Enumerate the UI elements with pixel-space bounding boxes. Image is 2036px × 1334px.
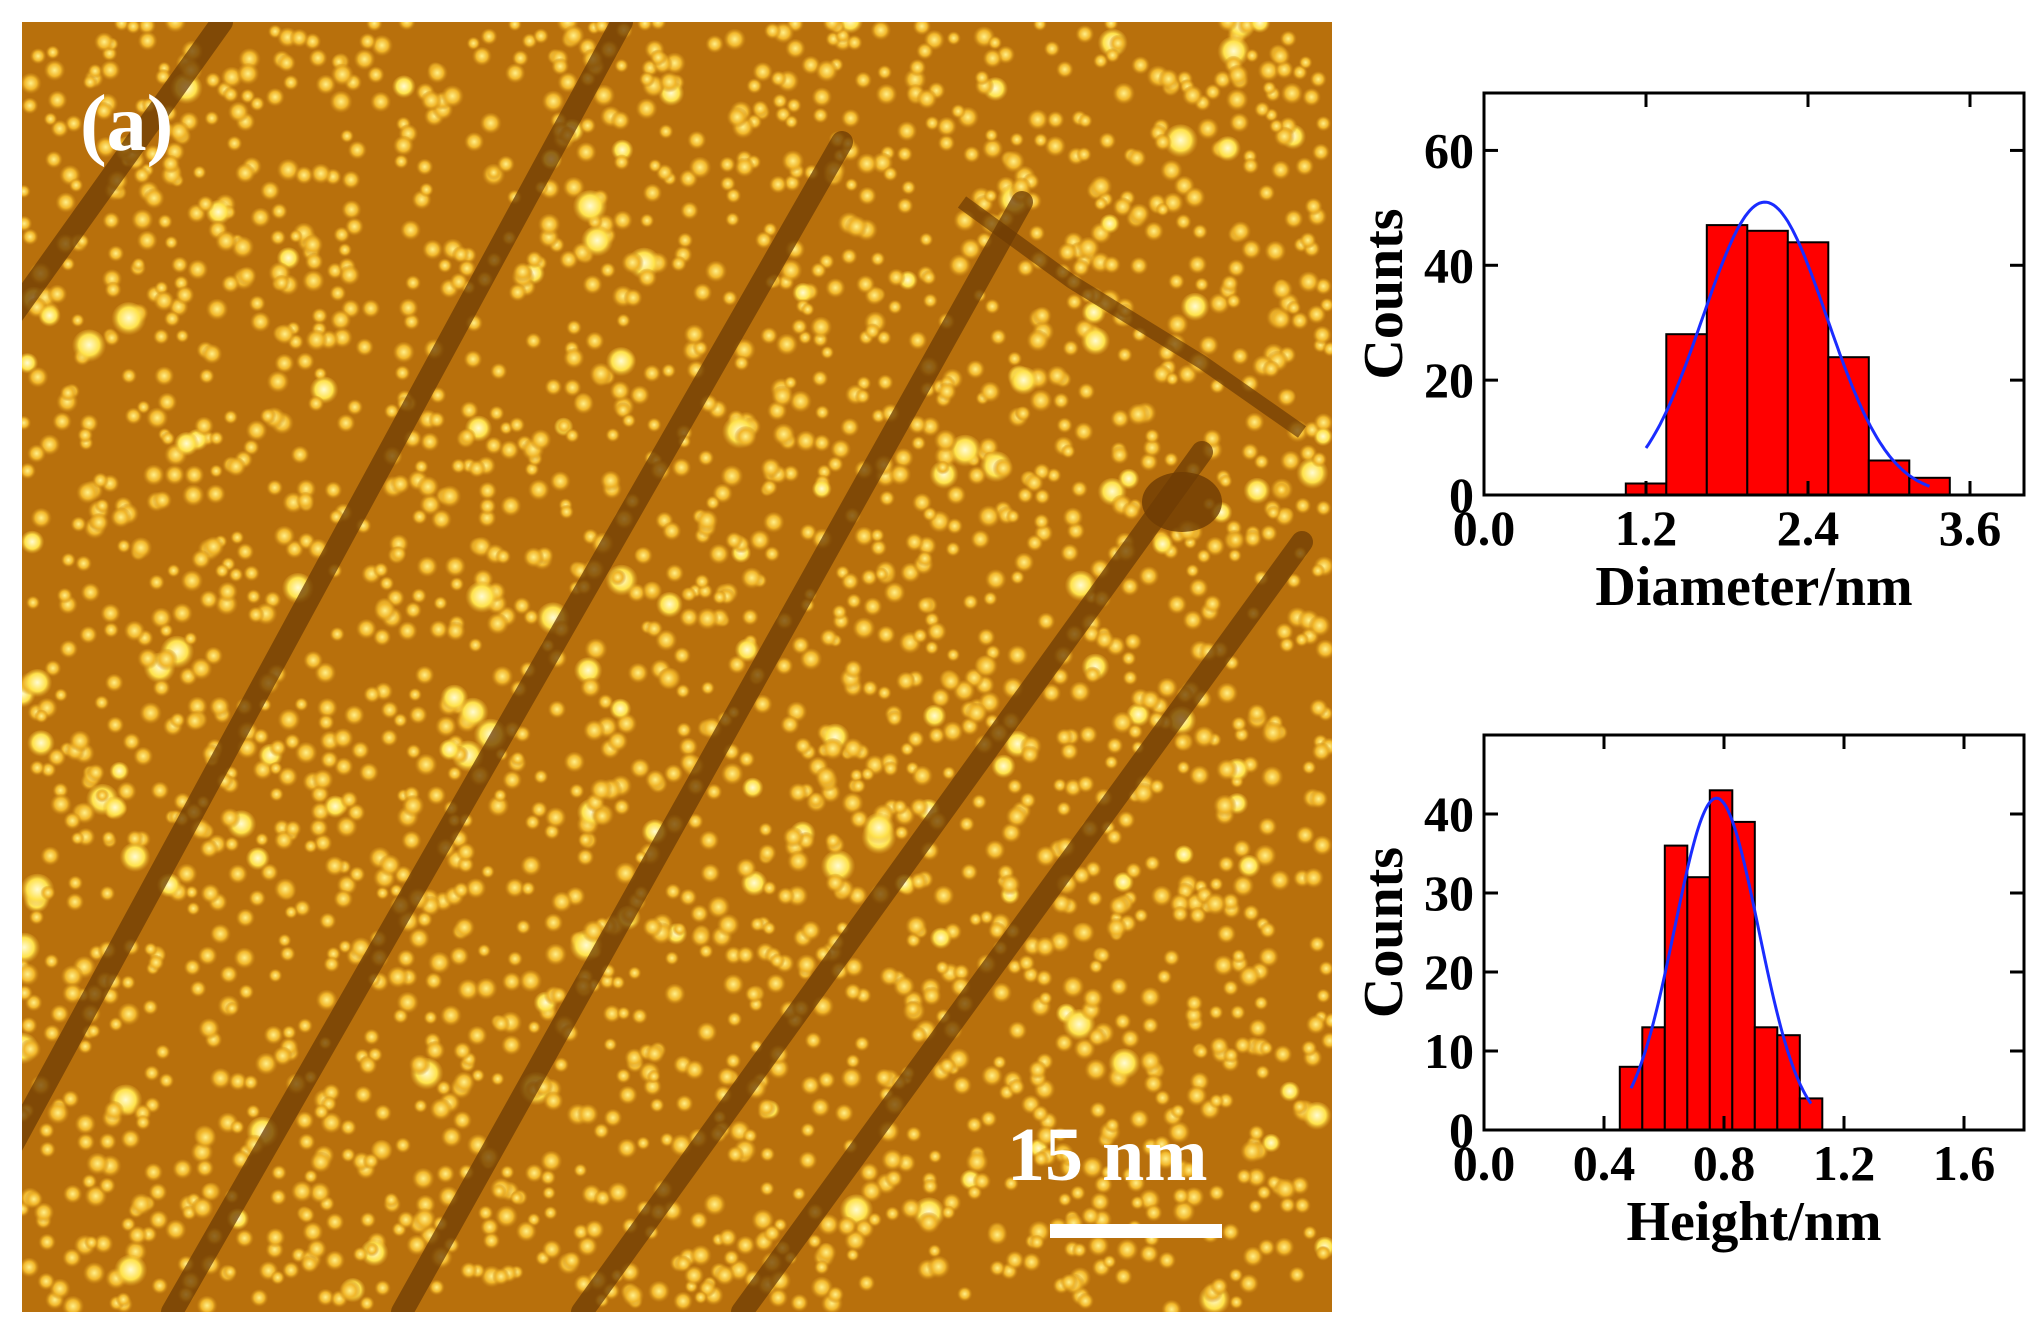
height-bar-1: [1641, 1026, 1666, 1131]
height-ytick-label-2: 20: [1424, 944, 1474, 1000]
diameter-plot-frame: [1482, 91, 2026, 497]
stm-step-edges: [22, 22, 1313, 1312]
diameter-xtick-label-2: 2.4: [1777, 500, 1840, 556]
height-ytick-label-3: 30: [1424, 865, 1474, 921]
height-bar-5: [1731, 820, 1756, 1131]
diameter-y-axis-label: Counts: [1353, 208, 1415, 379]
diameter-x-axis-label: Diameter/nm: [1595, 556, 1912, 618]
height-y-axis-label: Counts: [1353, 847, 1415, 1018]
diameter-bar-4: [1786, 241, 1830, 496]
height-plot-frame: [1482, 733, 2026, 1132]
diameter-histogram: 0.0 1.2 2.4 3.6 0 20 40 60 Diameter/nm Counts: [1353, 91, 2026, 618]
diameter-xtick-label-0: 0.0: [1453, 500, 1516, 556]
panel-label: (a): [80, 80, 174, 168]
diameter-bar-3: [1746, 229, 1789, 497]
height-xtick-label-1: 0.4: [1573, 1135, 1636, 1191]
scale-bar: [1050, 1224, 1222, 1238]
scale-bar-label: 15 nm: [1007, 1113, 1208, 1197]
height-ytick-label-4: 40: [1424, 786, 1474, 842]
height-histogram: 0.0 0.4 0.8 1.2 1.6 0 10 20 30 40 Height/nm Counts: [1353, 733, 2026, 1253]
diameter-xtick-label-1: 1.2: [1615, 500, 1678, 556]
diameter-ytick-label-1: 20: [1424, 352, 1474, 408]
diameter-ytick-label-0: 0: [1449, 467, 1474, 523]
diameter-bar-6: [1867, 459, 1911, 496]
stm-image-canvas: [22, 22, 1332, 1312]
height-ytick-label-1: 10: [1424, 1023, 1474, 1079]
height-bar-4: [1708, 789, 1734, 1132]
height-gaussian-fit-line: [1629, 796, 1813, 1105]
height-xtick-label-2: 0.8: [1693, 1135, 1756, 1191]
stm-topography-image: (a) 15 nm: [22, 22, 1332, 1312]
diameter-gaussian-fit-line: [1644, 200, 1931, 488]
height-x-axis-label: Height/nm: [1626, 1191, 1881, 1253]
diameter-bar-2: [1705, 224, 1749, 496]
height-xtick-label-3: 1.2: [1813, 1135, 1876, 1191]
height-ytick-label-0: 0: [1449, 1102, 1474, 1158]
diameter-xtick-label-3: 3.6: [1939, 500, 2002, 556]
diameter-ytick-label-2: 40: [1424, 237, 1474, 293]
height-bar-6: [1753, 1026, 1779, 1131]
height-xtick-label-0: 0.0: [1453, 1135, 1516, 1191]
height-xtick-label-4: 1.6: [1933, 1135, 1996, 1191]
height-bar-0: [1618, 1065, 1644, 1131]
height-bar-3: [1686, 876, 1711, 1131]
diameter-ytick-label-3: 60: [1424, 122, 1474, 178]
